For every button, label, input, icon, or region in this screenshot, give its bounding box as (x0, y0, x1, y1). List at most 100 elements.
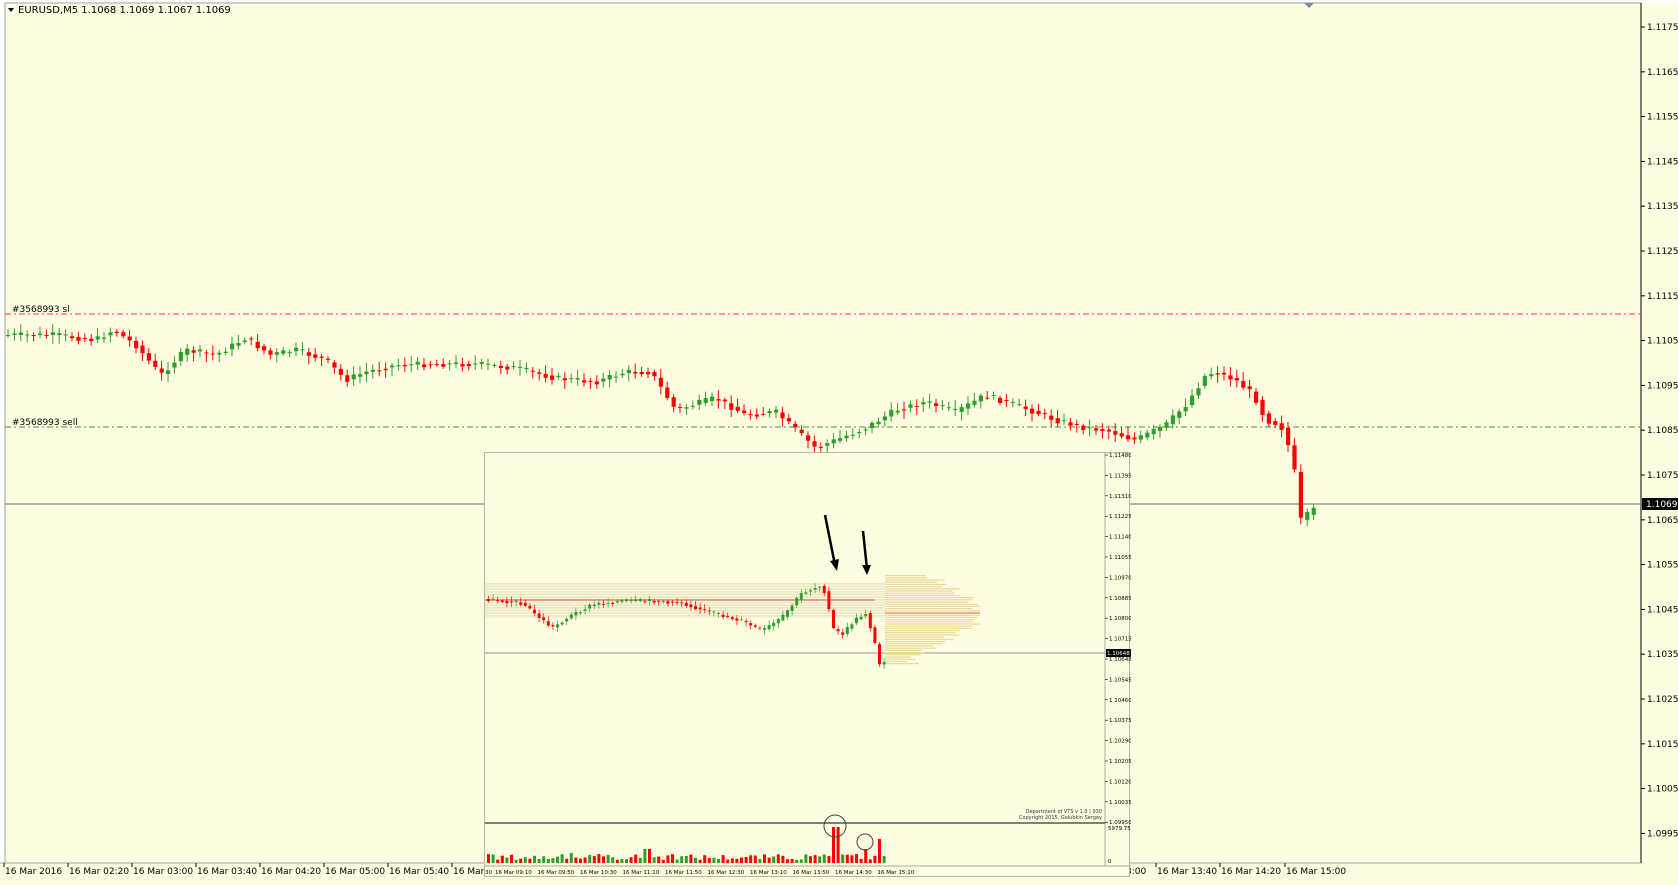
candle (492, 362, 497, 368)
candle (1215, 366, 1220, 383)
volume-bar (758, 859, 762, 863)
candle (671, 394, 676, 413)
candle (1279, 415, 1284, 438)
volume-bar (652, 857, 656, 863)
inset-candle (574, 607, 578, 620)
volume-bar (786, 859, 789, 863)
profile-bar (885, 630, 960, 632)
inset-volume-axis-ticks: 5979.75 0 (1108, 826, 1131, 865)
inset-candle (790, 603, 794, 616)
credit-line-2: Copyright 2015, Golubkin Sergey (1019, 815, 1102, 821)
profile-bar (885, 605, 980, 607)
inset-time-axis-ticks: 30 16 Mar 09:10 16 Mar 09:50 16 Mar 10:30 16… (485, 870, 915, 876)
candle (82, 333, 87, 343)
volume-bar (772, 856, 776, 863)
candle (460, 357, 465, 372)
candle (562, 372, 567, 390)
candle (140, 340, 145, 362)
candle (319, 353, 324, 366)
candle (1055, 409, 1060, 427)
volume-bar (648, 849, 651, 863)
candle (1266, 410, 1271, 428)
candle (658, 368, 663, 395)
candle (620, 369, 625, 378)
candle (1042, 408, 1047, 419)
profile-bar (885, 601, 969, 603)
profile-band (485, 592, 885, 594)
volume-bar (597, 854, 601, 863)
candle (646, 367, 651, 379)
candle (1010, 398, 1015, 408)
candle (665, 381, 670, 401)
candle (575, 369, 580, 386)
candle (1241, 372, 1246, 390)
inset-candle (818, 585, 822, 592)
volume-bar (864, 849, 868, 863)
candle (6, 329, 11, 338)
profile-bar (885, 656, 912, 658)
candle (1113, 423, 1118, 442)
price-tick-label: 1.1075 (1647, 471, 1678, 481)
candle (626, 365, 631, 382)
volume-bar (790, 858, 794, 863)
inset-candle (730, 615, 734, 621)
profile-band (485, 591, 885, 592)
candle (614, 370, 619, 384)
price-tick-label: 1.1105 (1647, 337, 1678, 347)
inset-candle (744, 618, 748, 627)
inset-candle (873, 624, 877, 645)
inset-time-tick-label: 16 Mar 12:30 (708, 870, 745, 876)
inset-price-axis-ticks: 1.11480 1.11395 1.11310 1.11225 1.11140 1.110… (1105, 453, 1131, 826)
volume-bar (666, 855, 670, 863)
candle (338, 364, 343, 381)
profile-bar (885, 608, 973, 610)
candle (530, 367, 535, 379)
profile-band (485, 595, 885, 597)
candle (63, 329, 68, 342)
candle (556, 372, 561, 381)
candle (1202, 373, 1207, 389)
time-tick-label: 16 Mar 02:20 (69, 867, 129, 877)
volume-bar (556, 856, 559, 863)
profile-bar (885, 579, 945, 581)
inset-candle (781, 610, 785, 622)
candle (1292, 438, 1297, 473)
inset-candle (634, 595, 638, 603)
volume-bar (795, 859, 799, 863)
candle (511, 361, 516, 370)
inset-candle (546, 616, 550, 627)
inset-candle (882, 658, 886, 669)
dropdown-triangle-icon[interactable] (8, 8, 14, 12)
inset-candle (514, 598, 518, 607)
inset-price-tick-label: 1.11225 (1109, 514, 1131, 520)
volume-bar (542, 856, 546, 863)
inset-price-tick-label: 1.10800 (1109, 616, 1131, 622)
candle (447, 360, 452, 371)
candle (377, 361, 382, 377)
profile-band (485, 610, 885, 611)
volume-bar (629, 857, 633, 863)
price-tick-label: 1.1045 (1647, 605, 1678, 615)
candle (806, 431, 811, 449)
candle (95, 327, 100, 344)
profile-bar (885, 592, 955, 594)
inset-time-tick-label: 16 Mar 13:50 (793, 870, 830, 876)
candle (422, 357, 427, 371)
inset-candle (822, 583, 826, 597)
profile-bar (885, 621, 974, 623)
price-axis-ticks: 1.1175 1.1165 1.1155 1.1145 1.1135 1.1125 1.11… (1641, 23, 1678, 839)
candle (358, 365, 363, 384)
inset-candle (864, 609, 868, 619)
profile-band (485, 597, 885, 598)
candle (434, 359, 439, 367)
volume-bar (694, 857, 697, 863)
candle (1158, 424, 1163, 438)
candle (1151, 425, 1156, 440)
shift-marker-icon[interactable] (1304, 3, 1314, 8)
candle (1087, 419, 1092, 437)
profile-bar (885, 660, 907, 662)
volume-bar (638, 857, 642, 863)
price-tick-label: 1.1135 (1647, 202, 1678, 212)
